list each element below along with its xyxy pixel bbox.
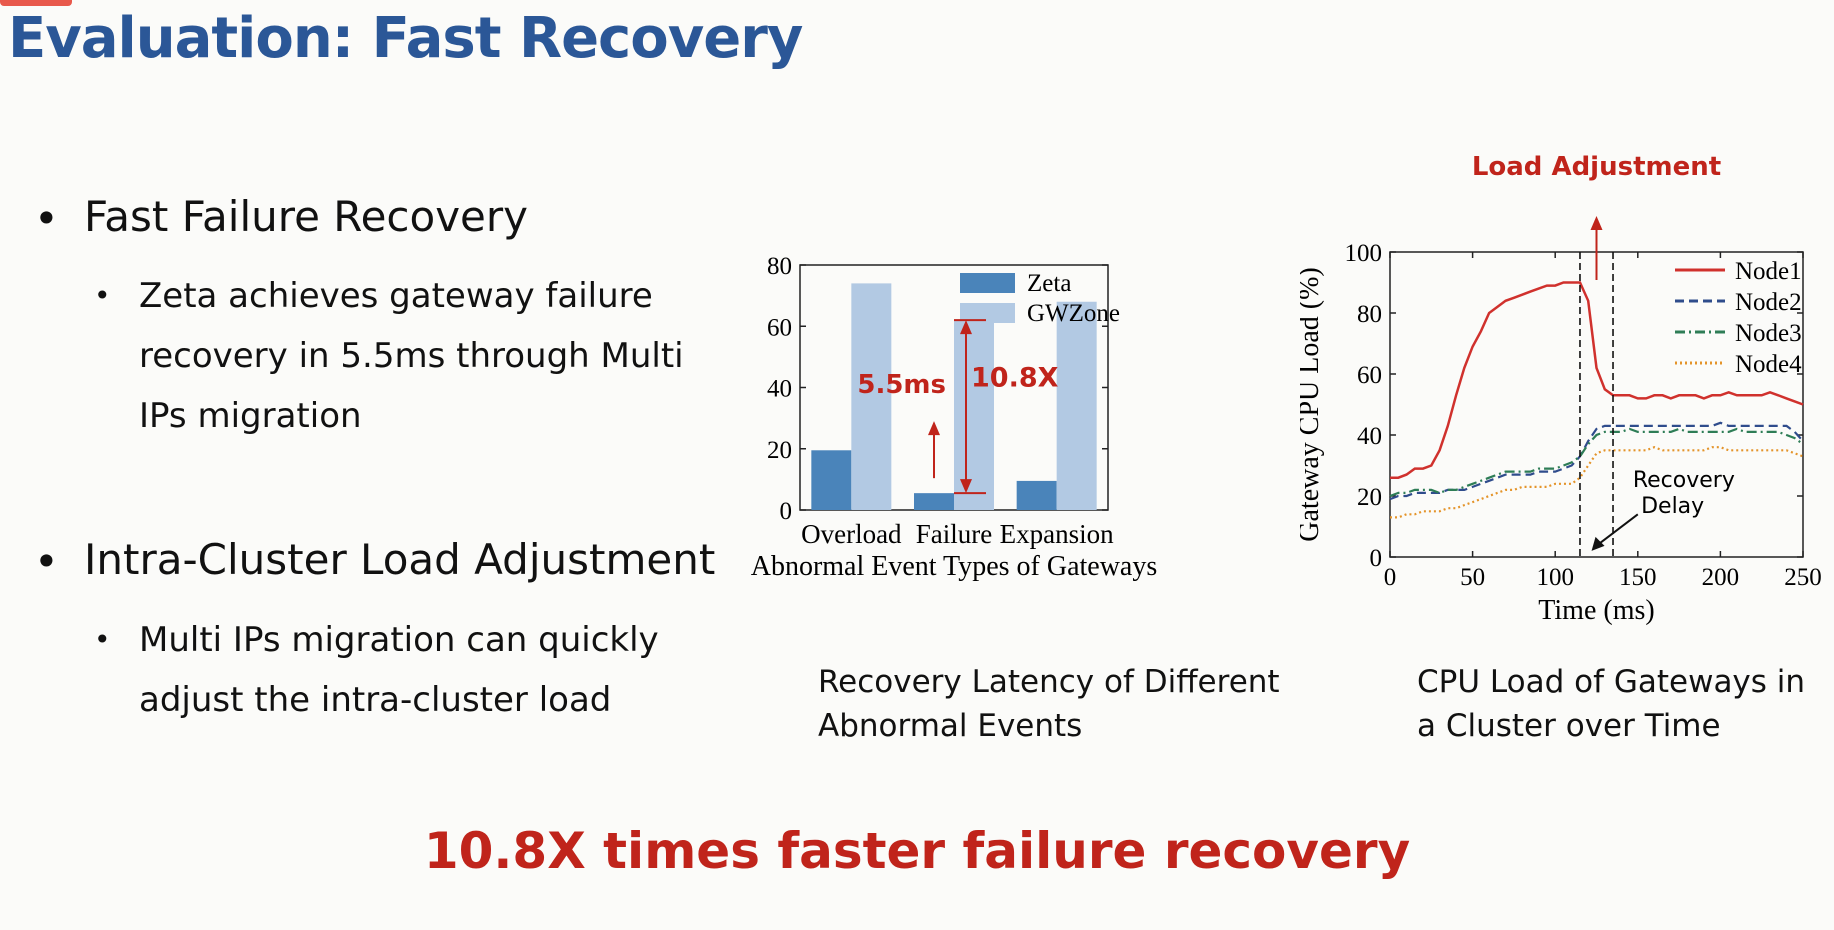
legend-label: Node4 bbox=[1735, 351, 1802, 378]
y-tick-label: 40 bbox=[767, 376, 792, 403]
arrow-head bbox=[1590, 216, 1603, 230]
sub-bullet-text: Zeta achieves gateway failure recovery i… bbox=[139, 276, 684, 436]
y-tick-label: 40 bbox=[1357, 423, 1382, 450]
recovery-delay-label: Recovery bbox=[1633, 468, 1735, 493]
y-tick-label: 20 bbox=[767, 437, 792, 464]
y-tick-label: 80 bbox=[767, 253, 792, 280]
x-tick-label: 150 bbox=[1619, 564, 1657, 591]
y-tick-label: 20 bbox=[1357, 484, 1382, 511]
series-line-node4 bbox=[1390, 446, 1804, 519]
y-tick-label: 0 bbox=[780, 498, 793, 525]
x-tick-label: Overload bbox=[801, 519, 902, 549]
right-chart-caption: CPU Load of Gateways in a Cluster over T… bbox=[1417, 660, 1805, 748]
bracket-arrow-up bbox=[960, 320, 972, 335]
series-line-node1 bbox=[1390, 281, 1804, 479]
x-tick-label: 100 bbox=[1536, 564, 1574, 591]
sub-bullet-text: Multi IPs migration can quickly adjust t… bbox=[139, 620, 659, 720]
y-tick-label: 100 bbox=[1345, 240, 1383, 267]
arrow-head bbox=[1591, 536, 1605, 551]
sub-bullet-dot: • bbox=[94, 623, 111, 656]
bar-zeta bbox=[811, 450, 852, 510]
x-axis-label: Time (ms) bbox=[1538, 595, 1654, 626]
legend-label: Node2 bbox=[1735, 289, 1802, 316]
recovery-latency-bar-chart: 0 20 40 60 80 Overload Failure ExpansionAbnorma… bbox=[751, 253, 1158, 582]
y-tick-label: 60 bbox=[1357, 362, 1382, 389]
x-tick-label: 50 bbox=[1460, 564, 1485, 591]
x-tick-label: 0 bbox=[1384, 564, 1397, 591]
zeta-latency-annotation: 5.5ms bbox=[857, 370, 946, 400]
series-line-node3 bbox=[1389, 427, 1804, 498]
cpu-load-line-chart: 0 20 40 60 80 100 0 50 100 150 200 250 Time (ms) Gate… bbox=[1300, 152, 1822, 626]
series-line-node2 bbox=[1389, 421, 1804, 501]
legend-swatch bbox=[960, 303, 1015, 323]
legend-swatch bbox=[960, 273, 1015, 293]
left-chart-caption: Recovery Latency of Different Abnormal E… bbox=[818, 660, 1280, 748]
legend-label: Node3 bbox=[1735, 320, 1802, 347]
caption-line: CPU Load of Gateways in bbox=[1417, 664, 1806, 700]
caption-line: a Cluster over Time bbox=[1417, 708, 1721, 744]
x-tick-label: 200 bbox=[1702, 564, 1740, 591]
bar-gwzone bbox=[851, 283, 892, 510]
slide-title: Evaluation: Fast Recovery bbox=[8, 6, 803, 71]
legend-label: Zeta bbox=[1027, 270, 1071, 297]
bullet-heading: Intra-Cluster Load Adjustment bbox=[84, 535, 716, 584]
bar-zeta bbox=[1016, 480, 1057, 510]
x-axis-label: Abnormal Event Types of Gateways bbox=[751, 551, 1158, 582]
y-tick-label: 0 bbox=[1370, 545, 1383, 572]
y-tick-label: 60 bbox=[767, 314, 792, 341]
sub-bullet-dot: • bbox=[94, 279, 111, 312]
bullet-dot: • bbox=[34, 194, 59, 243]
y-axis-label: Gateway CPU Load (%) bbox=[1300, 267, 1325, 541]
bullet-heading: Fast Failure Recovery bbox=[84, 192, 529, 241]
legend-label: Node1 bbox=[1735, 258, 1802, 285]
speedup-annotation: 10.8X bbox=[971, 363, 1059, 394]
bar-gwzone bbox=[1056, 301, 1097, 510]
bar-zeta bbox=[914, 493, 954, 510]
x-tick-label: Failure bbox=[916, 519, 992, 549]
slide-top-marker bbox=[0, 0, 72, 6]
bracket-arrow-down bbox=[960, 479, 972, 494]
caption-line: Abnormal Events bbox=[818, 708, 1083, 744]
y-tick-label: 80 bbox=[1357, 301, 1382, 328]
bar-gwzone bbox=[954, 320, 994, 510]
legend-label: GWZone bbox=[1027, 300, 1120, 327]
arrow-head bbox=[928, 421, 940, 436]
x-tick-label: Expansion bbox=[1000, 519, 1114, 549]
recovery-delay-label: Delay bbox=[1641, 494, 1704, 519]
arrow-line bbox=[1596, 513, 1639, 546]
caption-line: Recovery Latency of Different bbox=[818, 664, 1280, 700]
bullet-dot: • bbox=[34, 537, 59, 586]
x-tick-label: 250 bbox=[1784, 564, 1822, 591]
load-adjustment-annotation: Load Adjustment bbox=[1472, 152, 1721, 182]
key-takeaway-text: 10.8X times faster failure recovery bbox=[423, 822, 1411, 880]
